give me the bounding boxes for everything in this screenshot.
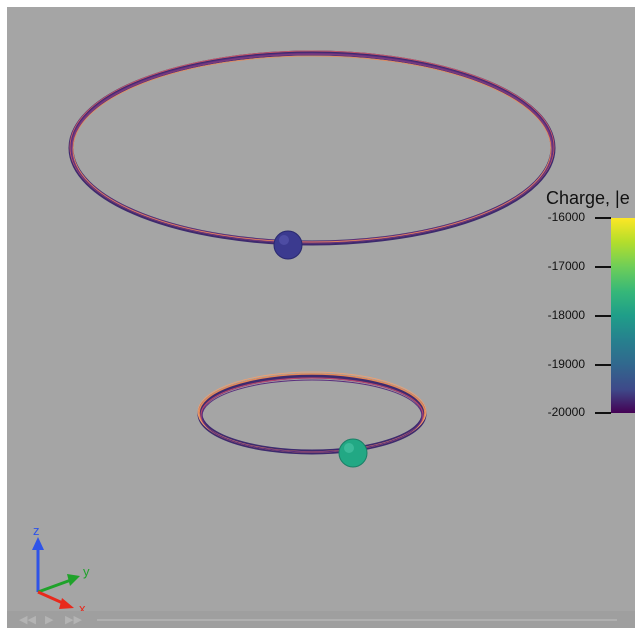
scene-canvas	[32, 50, 556, 609]
skip-forward-icon[interactable]: ▶▶	[65, 614, 82, 626]
upper-ring	[68, 50, 556, 246]
colorbar-tick	[595, 315, 611, 317]
skip-back-icon[interactable]: ◀◀	[19, 614, 36, 626]
playback-bar: ◀◀ ▶ ▶▶	[7, 611, 635, 628]
upper-ring-particle-highlight	[279, 235, 289, 245]
playback-slider[interactable]	[97, 619, 617, 621]
play-icon[interactable]: ▶	[45, 614, 54, 626]
colorbar-tick-label: -16000	[547, 210, 585, 224]
colorbar-tick	[595, 364, 611, 366]
colorbar-tick-label: -18000	[547, 308, 585, 322]
colorbar-tick	[595, 217, 611, 219]
y-axis-label: y	[83, 564, 90, 579]
colorbar-tick	[595, 412, 611, 414]
lower-ring	[197, 371, 427, 455]
colorbar-tick-label: -20000	[547, 405, 585, 419]
orientation-axes-widget	[32, 537, 80, 609]
lower-ring-particle	[338, 438, 368, 468]
z-axis-label: z	[33, 523, 40, 538]
upper-ring-particle	[273, 230, 303, 260]
colorbar-tick-label: -19000	[547, 357, 585, 371]
colorbar-tick	[595, 266, 611, 268]
lower-ring-particle-highlight	[344, 443, 354, 453]
colorbar-tick-label: -17000	[547, 259, 585, 273]
colorbar-title: Charge, |e	[546, 188, 630, 208]
3d-viewport[interactable]: z y x Charge, |e -16000 -17000 -18000 -1…	[7, 7, 635, 628]
colorbar-gradient	[611, 218, 635, 413]
x-axis-label: x	[79, 601, 86, 616]
